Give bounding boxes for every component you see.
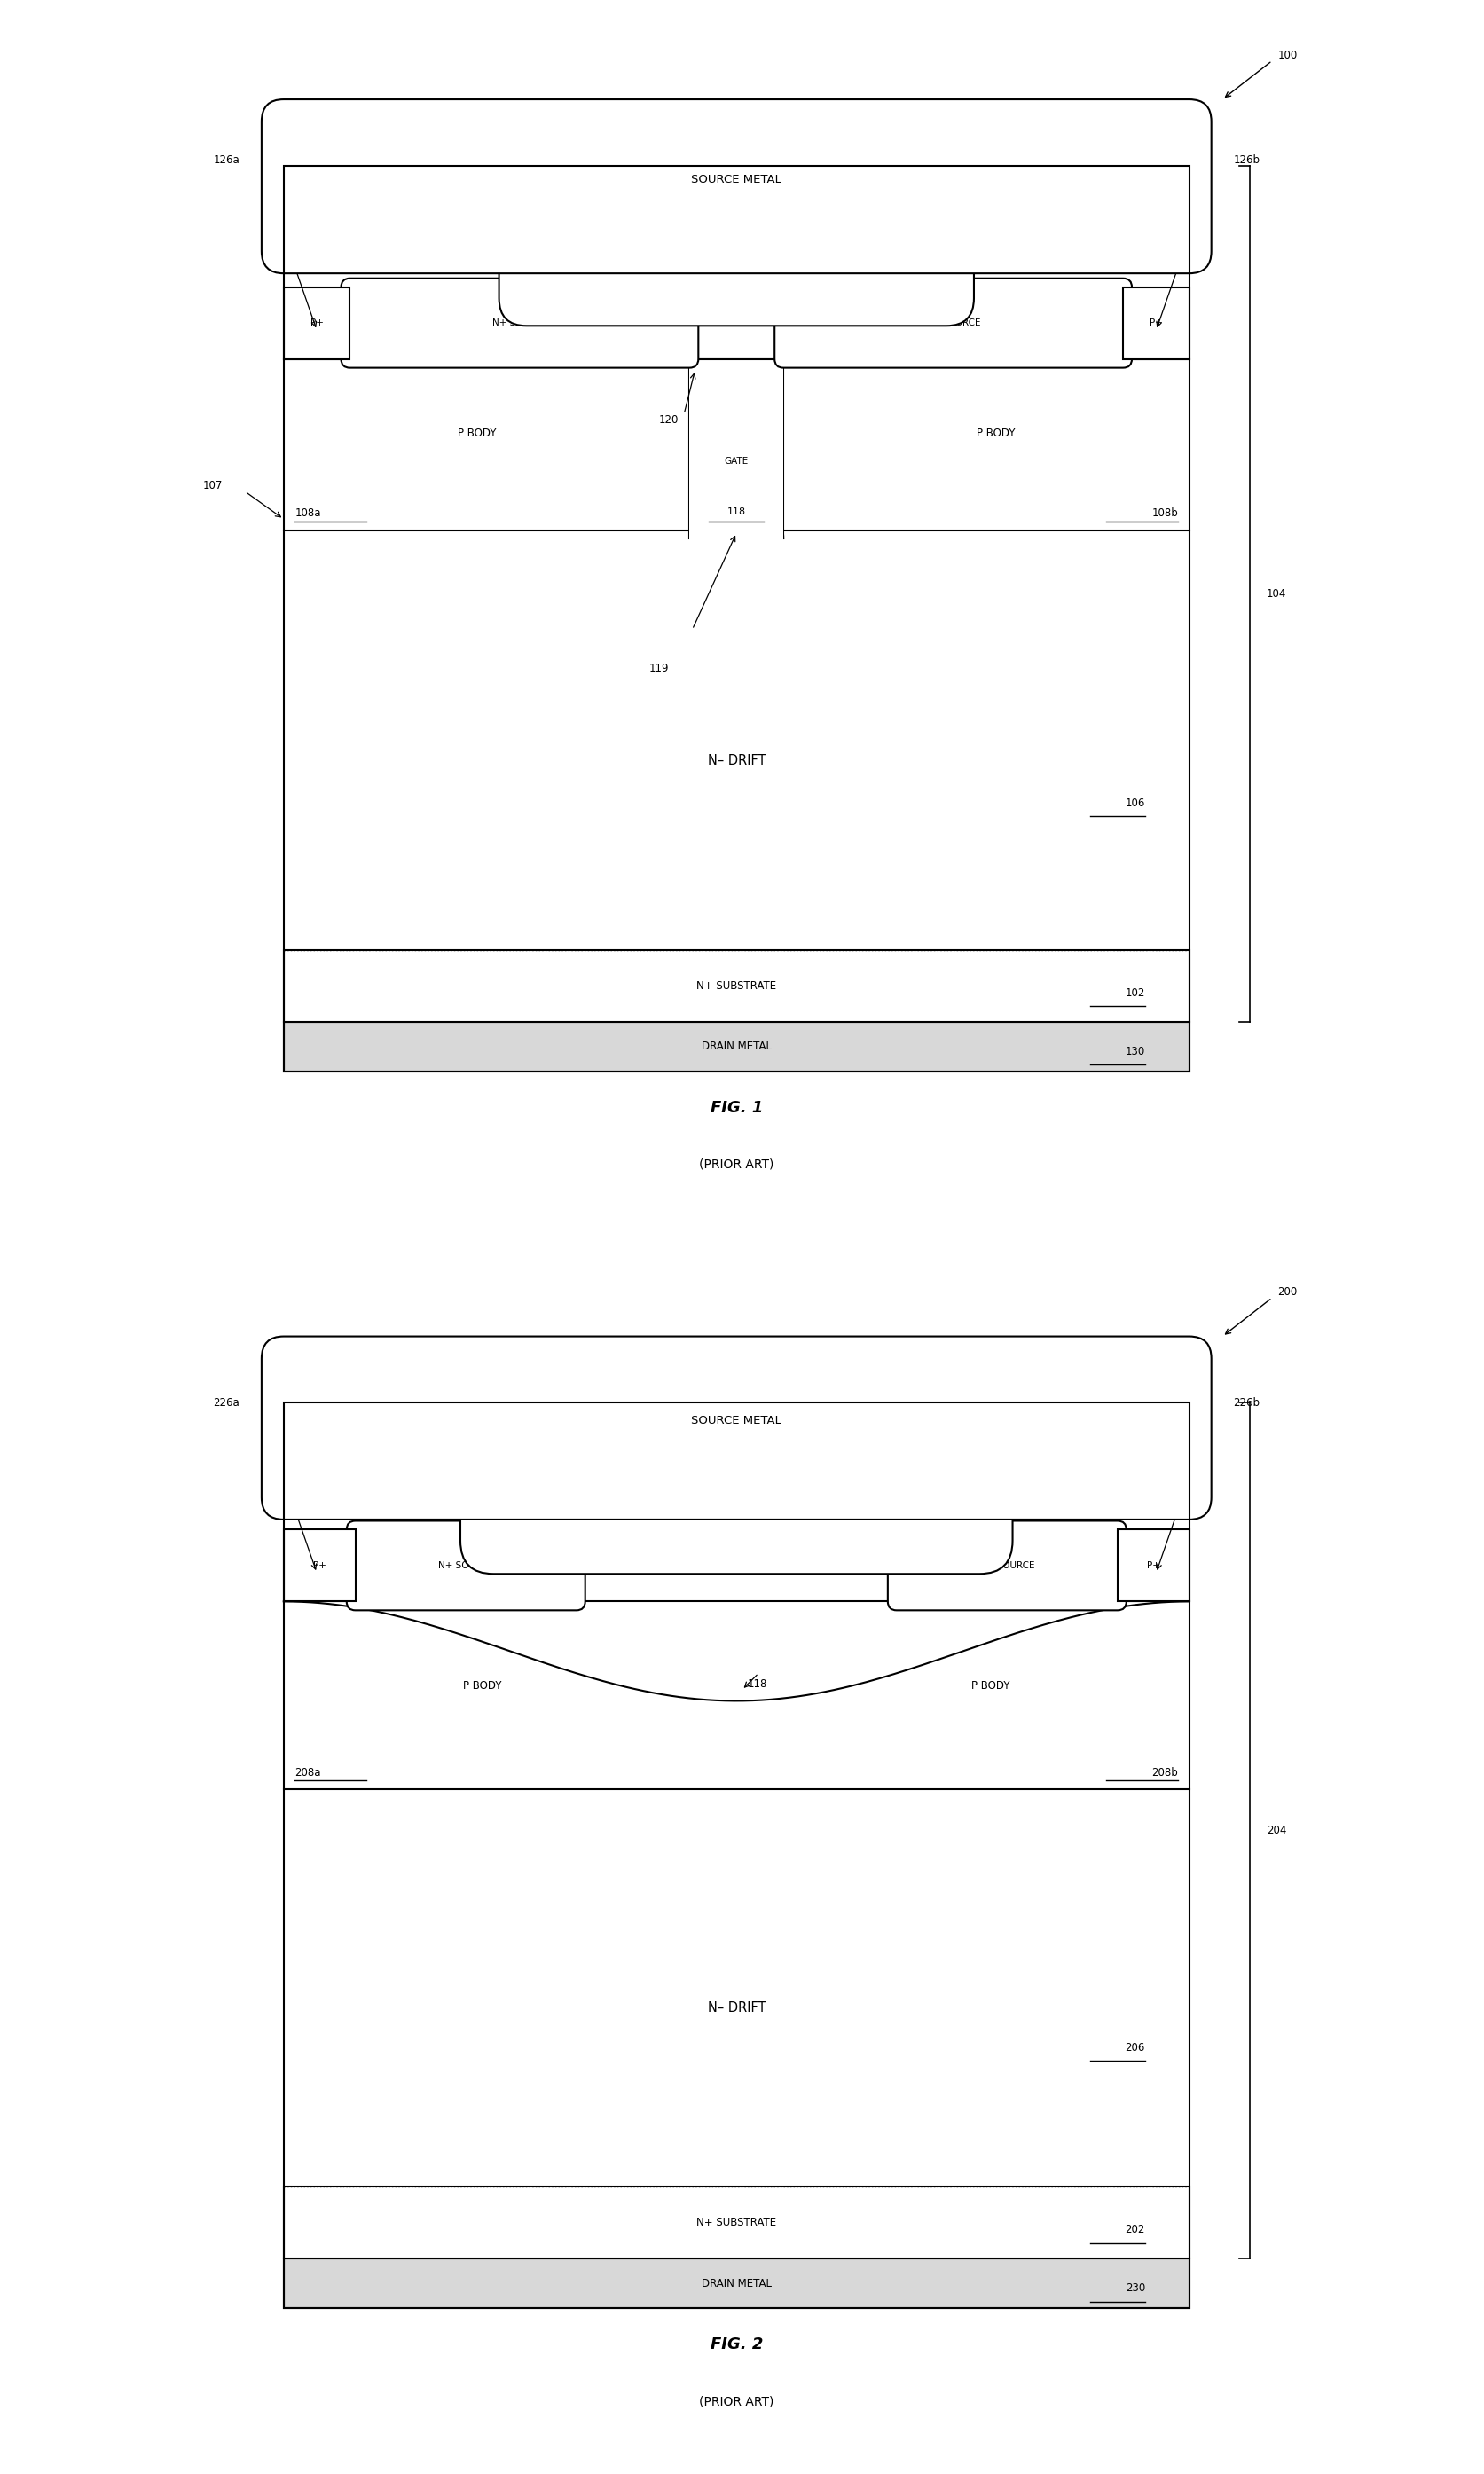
FancyBboxPatch shape [499,161,974,327]
Text: 208b: 208b [1152,1766,1178,1779]
Bar [283,950,1189,1022]
Bar [283,1403,1189,2308]
Bar [1123,287,1189,359]
Text: 226a: 226a [214,1398,239,1408]
Text: 104: 104 [1267,589,1287,599]
Text: P BODY: P BODY [976,428,1015,440]
Text: P BODY: P BODY [971,1680,1009,1692]
Text: 107: 107 [203,480,223,492]
Text: 228: 228 [870,1415,889,1427]
Text: P BODY: P BODY [457,428,496,440]
FancyBboxPatch shape [460,1380,1012,1573]
Text: 128: 128 [880,173,899,186]
Bar [690,359,784,586]
Bar [283,1529,356,1601]
Bar [283,2187,1189,2259]
Text: N+ SOURCE: N+ SOURCE [493,319,548,327]
Text: DRAIN METAL: DRAIN METAL [702,1042,772,1051]
Text: 118: 118 [727,507,746,517]
Text: 202: 202 [1125,2224,1146,2236]
Text: 222: 222 [870,1507,889,1519]
Text: N– DRIFT: N– DRIFT [708,2001,766,2014]
Text: P BODY: P BODY [463,1680,502,1692]
Text: 119: 119 [649,663,669,675]
Text: INTERLEVEL DIELECTRIC: INTERLEVEL DIELECTRIC [681,1445,792,1455]
FancyBboxPatch shape [261,99,1211,272]
Text: SOURCE METAL: SOURCE METAL [692,173,782,186]
FancyBboxPatch shape [775,277,1132,369]
FancyBboxPatch shape [341,277,699,369]
Bar [283,1022,1189,1071]
Bar [283,287,350,359]
Text: P+: P+ [313,1561,326,1571]
Text: FIG. 2: FIG. 2 [711,2335,763,2353]
Text: 100: 100 [1278,49,1297,62]
Text: 208a: 208a [295,1766,321,1779]
Text: P+: P+ [310,319,324,327]
Text: N+ SOURCE: N+ SOURCE [438,1561,494,1571]
Text: SOURCE METAL: SOURCE METAL [692,1415,782,1427]
Text: INTERLEVEL: INTERLEVEL [693,228,748,238]
Text: 102: 102 [1125,987,1146,999]
Text: (PRIOR ART): (PRIOR ART) [699,1158,773,1170]
Text: P+: P+ [1147,1561,1160,1571]
Text: 126b: 126b [1233,153,1260,166]
Text: 124b: 124b [1082,104,1109,116]
Text: 130: 130 [1125,1047,1146,1056]
FancyBboxPatch shape [347,1522,585,1611]
Text: 108b: 108b [1152,507,1178,520]
Text: 126a: 126a [214,153,239,166]
Text: GATE: GATE [724,458,748,465]
Text: 108a: 108a [295,507,321,520]
Text: P+: P+ [1150,319,1163,327]
Text: N– DRIFT: N– DRIFT [708,755,766,767]
Text: 224a: 224a [370,1346,396,1358]
Text: 122: 122 [825,260,844,270]
Text: FIG. 1: FIG. 1 [711,1098,763,1116]
Text: 204: 204 [1267,1826,1287,1836]
Text: N+ SUBSTRATE: N+ SUBSTRATE [696,980,776,992]
Text: 120: 120 [659,413,678,426]
Bar [626,1472,847,1514]
Bar [1117,1529,1189,1601]
Text: N+ SUBSTRATE: N+ SUBSTRATE [696,2217,776,2229]
Text: N+ SOURCE: N+ SOURCE [926,319,981,327]
Text: N+ SOURCE: N+ SOURCE [979,1561,1034,1571]
Text: 124a: 124a [365,104,390,116]
Text: 206: 206 [1125,2041,1146,2053]
Text: (PRIOR ART): (PRIOR ART) [699,2395,773,2407]
FancyBboxPatch shape [261,1336,1211,1519]
Text: 106: 106 [1125,797,1146,809]
Text: DIELECTRIC: DIELECTRIC [693,267,746,275]
FancyBboxPatch shape [887,1522,1126,1611]
Text: DRAIN METAL: DRAIN METAL [702,2279,772,2288]
Text: 118: 118 [748,1677,767,1690]
Text: 200: 200 [1278,1286,1297,1299]
Bar [283,166,1189,1071]
Bar [283,2259,1189,2308]
Text: 224b: 224b [1076,1346,1103,1358]
Text: GATE: GATE [724,1487,748,1497]
Text: 230: 230 [1125,2284,1146,2293]
Text: 226b: 226b [1233,1398,1260,1408]
